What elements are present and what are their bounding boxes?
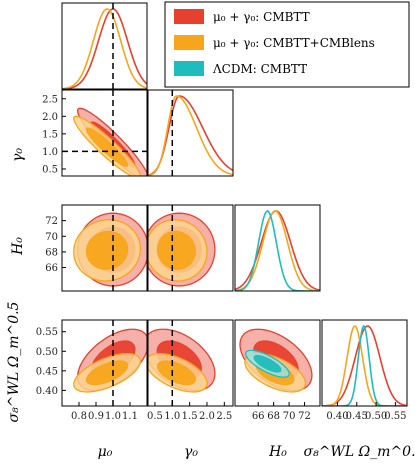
panel-H0-mu0 [61, 204, 148, 292]
ytick-label-H0: 68 [45, 247, 58, 258]
panel-content [148, 205, 216, 291]
panel-frame [321, 319, 408, 407]
xtick-label-gamma0: 2.5 [216, 411, 232, 422]
xtick-label-gamma0: 0.5 [147, 411, 163, 422]
panel-mu0-mu0 [61, 2, 148, 90]
ytick-label-s8om: 0.40 [36, 386, 58, 397]
xlabel-mu0: μ₀ [98, 444, 113, 460]
xlabel-s8om: σ₈^WL Ω_m^0.5 [304, 444, 415, 460]
ylabel-gamma0: γ₀ [10, 148, 26, 162]
marginal-mu0-series-0 [62, 8, 147, 89]
panel-content [73, 320, 147, 406]
contour-68-mu0-H0-series-1 [85, 230, 129, 270]
xtick-label-s8om: 0.55 [384, 411, 406, 422]
xtick-label-mu0: 0.8 [71, 411, 87, 422]
panel-frame [234, 204, 321, 292]
xtick-label-mu0: 1.1 [122, 411, 138, 422]
panel-content [235, 210, 320, 291]
contour-68-gamma0-H0-series-1 [156, 230, 196, 270]
xtick-label-gamma0: 2.0 [199, 411, 215, 422]
panel-s8om-H0 [234, 319, 321, 407]
ticks-layer: 0.8 0.9 1.0 1.1 0.5 1.0 1.5 2.0 2.5 66 68 70 72 0.400… [36, 94, 407, 422]
marginal-s8om-series-1 [322, 325, 407, 406]
ytick-label-s8om: 0.45 [36, 366, 58, 377]
panel-frame [147, 319, 234, 407]
ylabel-s8om: σ₈^WL Ω_m^0.5 [6, 301, 22, 422]
contour-68-H0-s8om-series-2 [253, 354, 282, 373]
ytick-label-gamma0: 2.5 [42, 94, 58, 105]
ytick-label-gamma0: 0.5 [42, 164, 58, 175]
xtick-label-H0: 68 [267, 411, 280, 422]
ylabel-H0: H₀ [10, 237, 26, 256]
contour-68-mu0-s8om-series-1 [85, 360, 129, 386]
panel-s8om-mu0 [61, 319, 148, 407]
legend-label-1: μ₀ + γ₀: CMBTT+CMBlens [213, 36, 375, 50]
xtick-label-H0: 66 [252, 411, 265, 422]
panel-H0-H0 [234, 204, 321, 292]
legend-label-0: μ₀ + γ₀: CMBTT [213, 10, 310, 24]
xtick-label-gamma0: 1.0 [164, 411, 180, 422]
xtick-label-mu0: 1.0 [105, 411, 121, 422]
legend-swatch-1 [174, 35, 204, 50]
legend-swatch-2 [174, 61, 204, 76]
panel-content [73, 205, 147, 291]
ytick-label-s8om: 0.50 [36, 347, 58, 358]
xtick-label-H0: 72 [298, 411, 311, 422]
panel-frame [61, 204, 148, 292]
ytick-label-H0: 66 [45, 263, 58, 274]
panel-frame [234, 319, 321, 407]
ytick-label-H0: 70 [45, 232, 58, 243]
marginal-s8om-series-2 [322, 324, 407, 406]
panel-gamma0-gamma0 [147, 89, 234, 177]
panel-content [239, 328, 313, 393]
panel-H0-gamma0 [147, 204, 234, 292]
xtick-label-H0: 70 [283, 411, 296, 422]
panel-frame [61, 319, 148, 407]
ytick-label-gamma0: 1.0 [42, 147, 58, 158]
ytick-label-H0: 72 [45, 216, 58, 227]
panels-layer [61, 2, 408, 407]
panel-frame [147, 89, 234, 177]
panel-frame [61, 2, 148, 90]
panel-content [322, 324, 407, 406]
ytick-label-s8om: 0.55 [36, 327, 58, 338]
legend: μ₀ + γ₀: CMBTT μ₀ + γ₀: CMBTT+CMBlens ΛC… [164, 1, 410, 88]
legend-swatch-0 [174, 9, 204, 24]
xtick-label-s8om: 0.40 [326, 411, 348, 422]
panel-s8om-gamma0 [147, 319, 234, 407]
contour-68-mu0-gamma0-series-1 [85, 127, 129, 167]
xtick-label-s8om: 0.45 [346, 411, 368, 422]
marginal-mu0-series-1 [62, 8, 147, 89]
panel-content [62, 3, 147, 89]
ytick-label-gamma0: 1.5 [42, 129, 58, 140]
marginal-gamma0-series-0 [148, 95, 233, 176]
legend-label-2: ΛCDM: CMBTT [212, 62, 307, 76]
panel-content [148, 90, 233, 176]
panel-s8om-s8om [321, 319, 408, 407]
panel-frame [61, 89, 148, 177]
legend-frame [164, 1, 410, 88]
xlabel-H0: H₀ [268, 444, 287, 460]
contour-68-gamma0-s8om-series-1 [156, 360, 196, 386]
marginal-gamma0-series-1 [148, 95, 233, 176]
xtick-label-s8om: 0.50 [365, 411, 387, 422]
panel-frame [147, 204, 234, 292]
ytick-label-gamma0: 2.0 [42, 112, 58, 123]
panel-gamma0-mu0 [61, 89, 148, 177]
xtick-label-gamma0: 1.5 [182, 411, 198, 422]
panel-content [62, 90, 147, 176]
xlabel-gamma0: γ₀ [184, 444, 198, 460]
panel-content [148, 320, 216, 406]
axis-labels-layer: μ₀ γ₀ H₀ σ₈^WL Ω_m^0.5 γ₀ H₀ σ₈^WL Ω_m^0… [6, 148, 415, 460]
xtick-label-mu0: 0.9 [88, 411, 104, 422]
